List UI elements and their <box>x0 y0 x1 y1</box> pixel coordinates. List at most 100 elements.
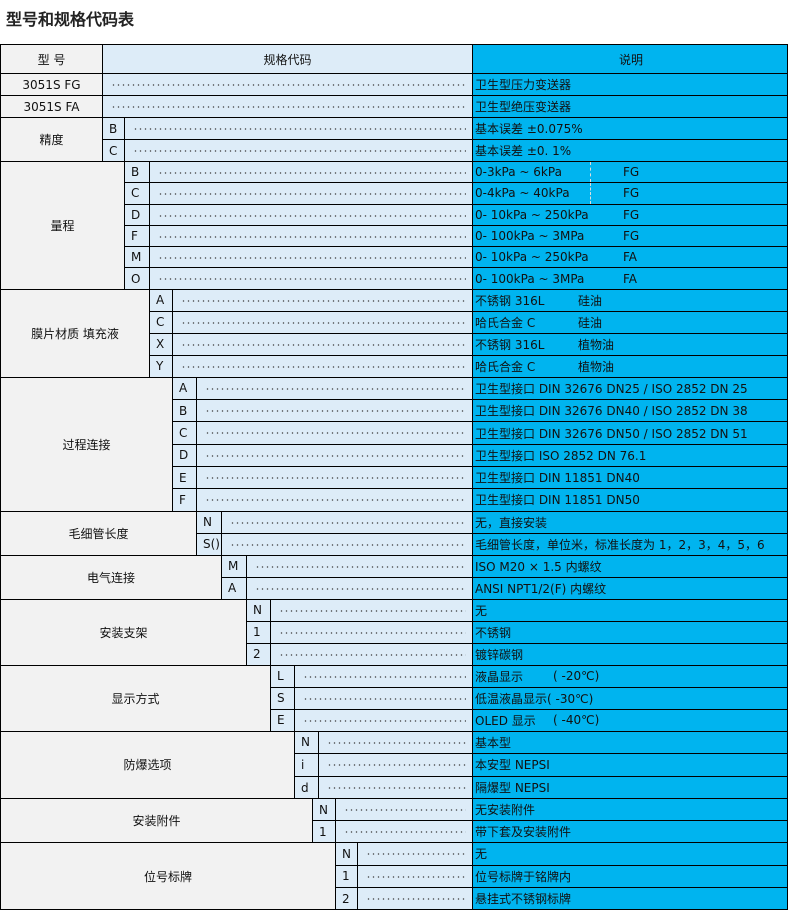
group-label: 量程 <box>1 162 125 290</box>
table-row: F 0- 100kPa ~ 3MPa FG <box>125 225 788 248</box>
code-cell: C <box>150 311 173 334</box>
dotted-filler <box>295 709 473 732</box>
table-row: D 卫生型接口 ISO 2852 DN 76.1 <box>173 444 788 467</box>
description-text: 镀锌碳钢 <box>475 647 524 662</box>
description-cell: 毛细管长度，单位米，标准长度为 1，2，3，4，5，6 <box>473 533 788 556</box>
description-cell: 不锈钢 <box>473 621 788 644</box>
code-cell: 1 <box>313 821 336 844</box>
group-3: 量程 B 0-3kPa ~ 6kPa FG C 0-4kPa ~ 40kPa FG D 0- 1… <box>1 162 788 290</box>
dotted-filler <box>295 687 473 710</box>
description-cell: 无安装附件 <box>473 799 788 822</box>
table-row: N 无安装附件 <box>313 799 788 822</box>
description-text: 毛细管长度，单位米，标准长度为 1，2，3，4，5，6 <box>475 537 765 552</box>
code-cell: i <box>295 754 319 777</box>
description-cell: 卫生型接口 DIN 32676 DN25 / ISO 2852 DN 25 <box>473 377 788 401</box>
code-cell: A <box>150 289 173 312</box>
description-text: 卫生型压力变送器 <box>475 78 572 92</box>
description-note: FG <box>623 229 640 244</box>
description-cell: 位号标牌于铭牌内 <box>473 865 788 888</box>
description-cell: 卫生型压力变送器 <box>473 74 788 96</box>
dotted-filler <box>336 799 473 822</box>
description-cell: 无 <box>473 843 788 866</box>
dotted-filler <box>150 162 473 184</box>
description-text: ANSI NPT1/2(F) 内螺纹 <box>475 581 607 596</box>
description-note: ( -40℃) <box>553 713 600 728</box>
description-text: 低温液晶显示( -30℃) <box>475 691 594 706</box>
code-cell: C <box>125 183 150 205</box>
code-cell: d <box>295 776 319 800</box>
group-11: 安装附件 N 无安装附件 1 带下套及安装附件 <box>1 799 788 844</box>
description-text: 卫生型接口 DIN 11851 DN40 <box>475 471 640 486</box>
table-row: 2 悬挂式不锈钢标牌 <box>336 887 788 911</box>
code-cell: M <box>222 555 247 578</box>
dotted-filler <box>173 333 473 356</box>
dotted-filler <box>197 489 473 512</box>
description-text: 无 <box>475 603 488 618</box>
group-label: 3051S FG <box>1 74 103 96</box>
table-row: i 本安型 NEPSI <box>295 754 788 777</box>
description-cell: 哈氏合金 C 植物油 <box>473 355 788 378</box>
table-row: A ANSI NPT1/2(F) 内螺纹 <box>222 577 788 600</box>
table-row: 2 镀锌碳钢 <box>247 643 788 666</box>
code-cell: N <box>336 843 358 866</box>
description-cell: 不锈钢 316L 植物油 <box>473 333 788 356</box>
code-cell: X <box>150 333 173 356</box>
description-text: 0- 10kPa ~ 250kPa <box>475 250 589 265</box>
dotted-filler <box>358 887 473 911</box>
description-note: FA <box>623 250 638 265</box>
group-9: 显示方式 L 液晶显示 ( -20℃) S 低温液晶显示( -30℃) E OLED 显示 ( … <box>1 665 788 732</box>
description-text: 卫生型接口 DIN 32676 DN25 / ISO 2852 DN 25 <box>475 381 748 396</box>
table-row: L 液晶显示 ( -20℃) <box>271 665 788 688</box>
description-cell: 悬挂式不锈钢标牌 <box>473 887 788 911</box>
description-text: 悬挂式不锈钢标牌 <box>475 892 572 907</box>
description-cell: 卫生型绝压变送器 <box>473 96 788 118</box>
group-6: 毛细管长度 N 无，直接安装 S() 毛细管长度，单位米，标准长度为 1，2，3，4，5… <box>1 511 788 556</box>
code-cell: 1 <box>336 865 358 888</box>
description-text: 无 <box>475 847 488 862</box>
description-cell: 0- 10kPa ~ 250kPa FA <box>473 247 788 269</box>
description-text: 0- 10kPa ~ 250kPa <box>475 207 589 222</box>
description-text: 基本误差 ±0. 1% <box>475 144 572 158</box>
group-label: 精度 <box>1 118 103 162</box>
dotted-filler <box>150 247 473 269</box>
description-cell: 基本误差 ±0.075% <box>473 118 788 140</box>
page-title: 型号和规格代码表 <box>6 10 135 29</box>
code-cell: E <box>271 709 295 732</box>
dotted-filler <box>197 377 473 401</box>
dotted-filler <box>150 268 473 290</box>
description-text: 基本型 <box>475 735 512 750</box>
group-label: 过程连接 <box>1 377 173 512</box>
code-cell: D <box>125 204 150 226</box>
description-cell: 无 <box>473 599 788 622</box>
description-text: 液晶显示 <box>475 669 524 684</box>
table-row: N 无，直接安装 <box>197 511 788 534</box>
table-row: B 卫生型接口 DIN 32676 DN40 / ISO 2852 DN 38 <box>173 400 788 423</box>
description-text: 带下套及安装附件 <box>475 825 572 840</box>
dotted-filler <box>271 599 473 622</box>
description-cell: 0- 100kPa ~ 3MPa FG <box>473 225 788 248</box>
table-row: S() 毛细管长度，单位米，标准长度为 1，2，3，4，5，6 <box>197 533 788 556</box>
description-note: 硅油 <box>578 293 603 308</box>
description-text: 卫生型接口 DIN 32676 DN40 / ISO 2852 DN 38 <box>475 404 748 419</box>
description-text: 不锈钢 316L <box>475 293 545 308</box>
group-label: 安装支架 <box>1 599 247 666</box>
description-text: 不锈钢 316L <box>475 337 545 352</box>
description-cell: 卫生型接口 DIN 11851 DN40 <box>473 466 788 490</box>
dotted-filler <box>103 74 473 96</box>
table-row: C 卫生型接口 DIN 32676 DN50 / ISO 2852 DN 51 <box>173 422 788 445</box>
description-cell: 隔爆型 NEPSI <box>473 776 788 800</box>
code-cell: S() <box>197 533 222 556</box>
description-cell: 卫生型接口 ISO 2852 DN 76.1 <box>473 444 788 467</box>
table-row: 卫生型绝压变送器 <box>103 96 788 118</box>
description-text: 无安装附件 <box>475 803 536 818</box>
dotted-filler <box>271 643 473 666</box>
dotted-filler <box>125 118 473 140</box>
description-cell: 0- 10kPa ~ 250kPa FG <box>473 204 788 226</box>
table-row: d 隔爆型 NEPSI <box>295 776 788 800</box>
code-cell: D <box>173 444 197 467</box>
table-row: C 0-4kPa ~ 40kPa FG <box>125 183 788 205</box>
description-text: 本安型 NEPSI <box>475 758 550 773</box>
group-label: 毛细管长度 <box>1 511 197 556</box>
code-cell: N <box>295 731 319 755</box>
